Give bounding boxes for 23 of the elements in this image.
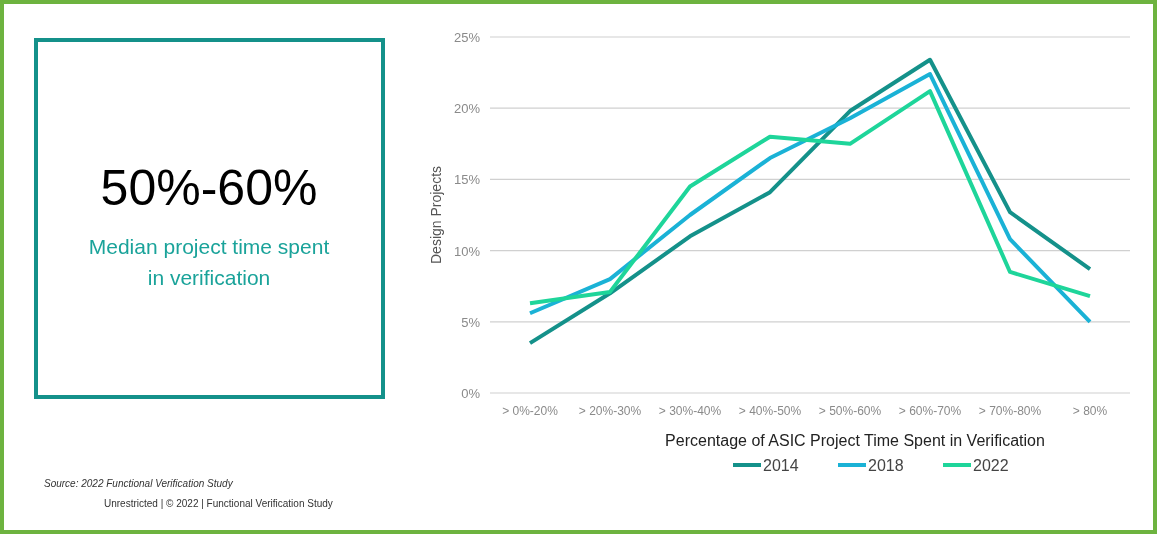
- legend-label: 2018: [868, 457, 904, 474]
- y-tick-label: 5%: [461, 314, 481, 330]
- x-tick-label: > 30%-40%: [658, 404, 722, 418]
- x-tick-label: > 70%-80%: [978, 404, 1042, 418]
- x-tick-label: > 20%-30%: [578, 404, 642, 418]
- x-tick-label: > 80%: [1072, 404, 1108, 418]
- y-tick-label: 15%: [453, 172, 481, 188]
- legend-label: 2014: [763, 457, 799, 474]
- x-tick-label: > 40%-50%: [738, 404, 802, 418]
- text: Median project time spent in verification: [88, 235, 330, 289]
- x-tick-label: > 60%-70%: [898, 404, 962, 418]
- x-tick-label: > 0%-20%: [502, 404, 559, 418]
- legend-label: 2022: [973, 457, 1009, 474]
- y-tick-label: 10%: [453, 243, 481, 259]
- x-tick-label: > 50%-60%: [818, 404, 882, 418]
- y-tick-label: 0%: [461, 386, 481, 401]
- source-note: Source: 2022 Functional Verification Study: [44, 478, 234, 489]
- y-axis-title: Design Projects: [428, 165, 444, 265]
- x-axis-title: Percentage of ASIC Project Time Spent in Verification: [665, 432, 1045, 449]
- text: Unrestricted | © 2022 | Functional Verification Study: [104, 498, 333, 509]
- y-tick-label: 25%: [453, 30, 481, 45]
- text: 50%-60%: [100, 160, 318, 216]
- y-tick-label: 20%: [453, 101, 481, 117]
